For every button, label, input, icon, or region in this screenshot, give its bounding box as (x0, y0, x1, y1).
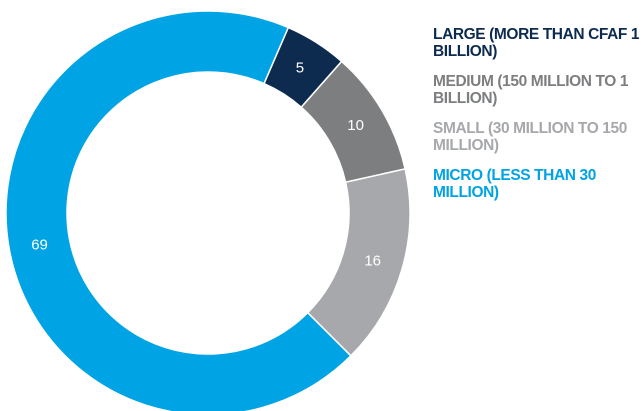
chart-legend: LARGE (MORE THAN CFAF 1 BILLION) MEDIUM … (433, 26, 641, 214)
slice-label-large: 5 (296, 60, 304, 77)
legend-item-large: LARGE (MORE THAN CFAF 1 BILLION) (433, 26, 640, 60)
slice-label-micro: 69 (31, 237, 48, 254)
donut-slices (5, 10, 411, 411)
slice-label-medium: 10 (347, 117, 364, 134)
legend-item-small: SMALL (30 MILLION TO 150 MILLION) (433, 120, 627, 154)
donut-chart: 5 10 16 69 (5, 10, 411, 411)
slice-label-small: 16 (364, 252, 381, 269)
legend-item-micro: MICRO (LESS THAN 30 MILLION) (433, 167, 596, 201)
slice-labels: 5 10 16 69 (31, 60, 381, 270)
slice-micro (5, 10, 352, 411)
legend-item-medium: MEDIUM (150 MILLION TO 1 BILLION) (433, 73, 629, 107)
